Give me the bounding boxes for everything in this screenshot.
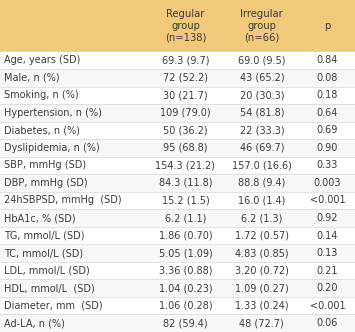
- Text: 109 (79.0): 109 (79.0): [160, 108, 211, 118]
- Text: HDL, mmol/L  (SD): HDL, mmol/L (SD): [4, 283, 95, 293]
- Text: Diameter, mm  (SD): Diameter, mm (SD): [4, 301, 103, 311]
- Text: Irregular
group
(n=66): Irregular group (n=66): [240, 9, 283, 43]
- Bar: [0, 314, 355, 332]
- Text: 0.13: 0.13: [317, 248, 338, 258]
- Bar: [0, 87, 355, 104]
- Bar: [0, 0, 355, 51]
- Text: 46 (69.7): 46 (69.7): [240, 143, 284, 153]
- Text: 6.2 (1.1): 6.2 (1.1): [165, 213, 206, 223]
- Text: Age, years (SD): Age, years (SD): [4, 55, 81, 65]
- Text: 1.86 (0.70): 1.86 (0.70): [159, 230, 212, 241]
- Text: 0.92: 0.92: [317, 213, 338, 223]
- Text: 5.05 (1.09): 5.05 (1.09): [159, 248, 212, 258]
- Text: 0.08: 0.08: [317, 73, 338, 83]
- Text: 0.64: 0.64: [317, 108, 338, 118]
- Bar: [0, 139, 355, 157]
- Bar: [0, 174, 355, 192]
- Text: DBP, mmHg (SD): DBP, mmHg (SD): [4, 178, 88, 188]
- Text: 15.2 (1.5): 15.2 (1.5): [162, 196, 209, 206]
- Text: 1.09 (0.27): 1.09 (0.27): [235, 283, 289, 293]
- Text: Smoking, n (%): Smoking, n (%): [4, 90, 79, 100]
- Text: 24hSBPSD, mmHg  (SD): 24hSBPSD, mmHg (SD): [4, 196, 122, 206]
- Text: Regular
group
(n=138): Regular group (n=138): [165, 9, 206, 43]
- Bar: [0, 262, 355, 280]
- Text: 69.0 (9.5): 69.0 (9.5): [238, 55, 285, 65]
- Text: 82 (59.4): 82 (59.4): [163, 318, 208, 328]
- Text: 157.0 (16.6): 157.0 (16.6): [232, 160, 292, 170]
- Bar: [0, 122, 355, 139]
- Text: <0.001: <0.001: [310, 196, 345, 206]
- Text: 3.20 (0.72): 3.20 (0.72): [235, 266, 289, 276]
- Text: 84.3 (11.8): 84.3 (11.8): [159, 178, 212, 188]
- Text: LDL, mmol/L (SD): LDL, mmol/L (SD): [4, 266, 90, 276]
- Text: 1.33 (0.24): 1.33 (0.24): [235, 301, 289, 311]
- Bar: [0, 104, 355, 122]
- Text: 16.0 (1.4): 16.0 (1.4): [238, 196, 285, 206]
- Bar: [0, 51, 355, 69]
- Text: 69.3 (9.7): 69.3 (9.7): [162, 55, 209, 65]
- Text: 1.06 (0.28): 1.06 (0.28): [159, 301, 212, 311]
- Bar: [0, 297, 355, 314]
- Text: 54 (81.8): 54 (81.8): [240, 108, 284, 118]
- Text: Dyslipidemia, n (%): Dyslipidemia, n (%): [4, 143, 100, 153]
- Text: p: p: [324, 21, 331, 31]
- Text: Male, n (%): Male, n (%): [4, 73, 60, 83]
- Text: 30 (21.7): 30 (21.7): [163, 90, 208, 100]
- Text: TC, mmol/L (SD): TC, mmol/L (SD): [4, 248, 83, 258]
- Bar: [0, 157, 355, 174]
- Text: 72 (52.2): 72 (52.2): [163, 73, 208, 83]
- Text: 43 (65.2): 43 (65.2): [240, 73, 284, 83]
- Text: 50 (36.2): 50 (36.2): [163, 125, 208, 135]
- Text: 4.83 (0.85): 4.83 (0.85): [235, 248, 289, 258]
- Text: 0.84: 0.84: [317, 55, 338, 65]
- Text: SBP, mmHg (SD): SBP, mmHg (SD): [4, 160, 86, 170]
- Text: 3.36 (0.88): 3.36 (0.88): [159, 266, 212, 276]
- Text: 20 (30.3): 20 (30.3): [240, 90, 284, 100]
- Bar: [0, 69, 355, 87]
- Text: Ad-LA, n (%): Ad-LA, n (%): [4, 318, 65, 328]
- Text: 0.20: 0.20: [317, 283, 338, 293]
- Text: 0.14: 0.14: [317, 230, 338, 241]
- Text: 0.21: 0.21: [317, 266, 338, 276]
- Text: 22 (33.3): 22 (33.3): [240, 125, 284, 135]
- Text: 6.2 (1.3): 6.2 (1.3): [241, 213, 283, 223]
- Text: 1.04 (0.23): 1.04 (0.23): [159, 283, 212, 293]
- Text: 0.003: 0.003: [314, 178, 341, 188]
- Text: <0.001: <0.001: [310, 301, 345, 311]
- Bar: [0, 244, 355, 262]
- Bar: [0, 209, 355, 227]
- Text: 0.90: 0.90: [317, 143, 338, 153]
- Text: Hypertension, n (%): Hypertension, n (%): [4, 108, 102, 118]
- Text: Diabetes, n (%): Diabetes, n (%): [4, 125, 80, 135]
- Text: 95 (68.8): 95 (68.8): [163, 143, 208, 153]
- Bar: [0, 227, 355, 244]
- Text: 1.72 (0.57): 1.72 (0.57): [235, 230, 289, 241]
- Text: TG, mmol/L (SD): TG, mmol/L (SD): [4, 230, 85, 241]
- Bar: [0, 192, 355, 209]
- Text: 88.8 (9.4): 88.8 (9.4): [238, 178, 285, 188]
- Text: 0.33: 0.33: [317, 160, 338, 170]
- Text: 0.69: 0.69: [317, 125, 338, 135]
- Text: HbA1c, % (SD): HbA1c, % (SD): [4, 213, 76, 223]
- Bar: [0, 280, 355, 297]
- Text: 48 (72.7): 48 (72.7): [239, 318, 284, 328]
- Text: 0.18: 0.18: [317, 90, 338, 100]
- Text: 154.3 (21.2): 154.3 (21.2): [155, 160, 215, 170]
- Text: 0.06: 0.06: [317, 318, 338, 328]
